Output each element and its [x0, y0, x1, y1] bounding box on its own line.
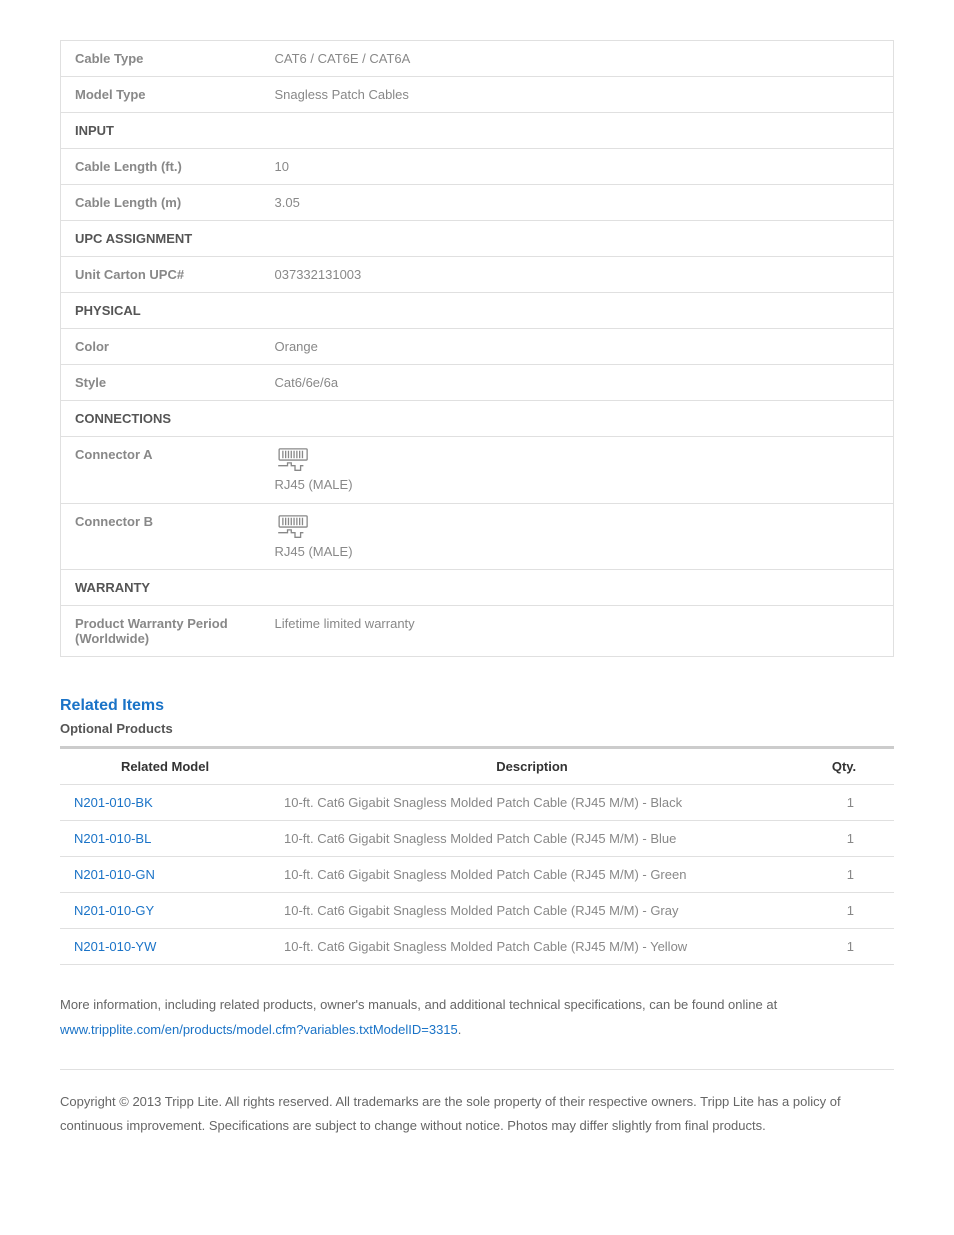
- spec-label: Model Type: [61, 77, 261, 113]
- table-row: N201-010-BK 10-ft. Cat6 Gigabit Snagless …: [60, 785, 894, 821]
- copyright-text: Copyright © 2013 Tripp Lite. All rights …: [60, 1090, 894, 1139]
- spec-label: Connector B: [61, 503, 261, 570]
- spec-value: Orange: [261, 329, 894, 365]
- spec-section-input: INPUT: [61, 113, 894, 149]
- model-cell: N201-010-YW: [60, 929, 270, 965]
- spec-row-style: Style Cat6/6e/6a: [61, 365, 894, 401]
- more-info-prefix: More information, including related prod…: [60, 997, 777, 1012]
- desc-cell: 10-ft. Cat6 Gigabit Snagless Molded Patc…: [270, 785, 794, 821]
- spec-value: RJ45 (MALE): [261, 503, 894, 570]
- related-table: Related Model Description Qty. N201-010-…: [60, 746, 894, 965]
- spec-row-cable-length-m: Cable Length (m) 3.05: [61, 185, 894, 221]
- col-header-model: Related Model: [60, 748, 270, 785]
- model-cell: N201-010-BL: [60, 821, 270, 857]
- related-items-heading: Related Items: [60, 697, 894, 715]
- spec-row-model-type: Model Type Snagless Patch Cables: [61, 77, 894, 113]
- spec-row-connector-a: Connector A RJ45 (MALE): [61, 437, 894, 504]
- desc-cell: 10-ft. Cat6 Gigabit Snagless Molded Patc…: [270, 821, 794, 857]
- spec-value: Snagless Patch Cables: [261, 77, 894, 113]
- more-info-text: More information, including related prod…: [60, 993, 894, 1042]
- qty-cell: 1: [794, 857, 894, 893]
- related-model-link[interactable]: N201-010-GY: [74, 903, 154, 918]
- spec-label: Product Warranty Period (Worldwide): [61, 606, 261, 657]
- model-cell: N201-010-GY: [60, 893, 270, 929]
- qty-cell: 1: [794, 821, 894, 857]
- table-row: N201-010-YW 10-ft. Cat6 Gigabit Snagless …: [60, 929, 894, 965]
- separator: [60, 1069, 894, 1070]
- spec-row-cable-length-ft: Cable Length (ft.) 10: [61, 149, 894, 185]
- table-row: N201-010-BL 10-ft. Cat6 Gigabit Snagless …: [60, 821, 894, 857]
- col-header-desc: Description: [270, 748, 794, 785]
- spec-label: Color: [61, 329, 261, 365]
- spec-table: Cable Type CAT6 / CAT6E / CAT6A Model Ty…: [60, 40, 894, 657]
- col-header-qty: Qty.: [794, 748, 894, 785]
- desc-cell: 10-ft. Cat6 Gigabit Snagless Molded Patc…: [270, 893, 794, 929]
- spec-row-upc: Unit Carton UPC# 037332131003: [61, 257, 894, 293]
- related-model-link[interactable]: N201-010-GN: [74, 867, 155, 882]
- spec-label: Style: [61, 365, 261, 401]
- connector-text: RJ45 (MALE): [275, 477, 353, 492]
- related-model-link[interactable]: N201-010-BL: [74, 831, 151, 846]
- spec-section-upc: UPC ASSIGNMENT: [61, 221, 894, 257]
- spec-row-connector-b: Connector B RJ45 (MALE): [61, 503, 894, 570]
- related-model-link[interactable]: N201-010-YW: [74, 939, 156, 954]
- spec-value: 037332131003: [261, 257, 894, 293]
- spec-value: Cat6/6e/6a: [261, 365, 894, 401]
- qty-cell: 1: [794, 785, 894, 821]
- spec-label: Cable Length (ft.): [61, 149, 261, 185]
- spec-row-color: Color Orange: [61, 329, 894, 365]
- spec-label: Cable Length (m): [61, 185, 261, 221]
- related-model-link[interactable]: N201-010-BK: [74, 795, 153, 810]
- optional-products-label: Optional Products: [60, 721, 894, 736]
- rj45-icon: [275, 447, 315, 475]
- spec-value: Lifetime limited warranty: [261, 606, 894, 657]
- qty-cell: 1: [794, 893, 894, 929]
- spec-row-cable-type: Cable Type CAT6 / CAT6E / CAT6A: [61, 41, 894, 77]
- spec-section-warranty: WARRANTY: [61, 570, 894, 606]
- qty-cell: 1: [794, 929, 894, 965]
- desc-cell: 10-ft. Cat6 Gigabit Snagless Molded Patc…: [270, 857, 794, 893]
- rj45-icon: [275, 514, 315, 542]
- spec-label: Connector A: [61, 437, 261, 504]
- spec-section-connections: CONNECTIONS: [61, 401, 894, 437]
- more-info-link[interactable]: www.tripplite.com/en/products/model.cfm?…: [60, 1022, 458, 1037]
- spec-value: RJ45 (MALE): [261, 437, 894, 504]
- spec-value: CAT6 / CAT6E / CAT6A: [261, 41, 894, 77]
- desc-cell: 10-ft. Cat6 Gigabit Snagless Molded Patc…: [270, 929, 794, 965]
- spec-value: 3.05: [261, 185, 894, 221]
- connector-text: RJ45 (MALE): [275, 544, 353, 559]
- table-row: N201-010-GN 10-ft. Cat6 Gigabit Snagless …: [60, 857, 894, 893]
- spec-label: Unit Carton UPC#: [61, 257, 261, 293]
- model-cell: N201-010-GN: [60, 857, 270, 893]
- model-cell: N201-010-BK: [60, 785, 270, 821]
- spec-section-physical: PHYSICAL: [61, 293, 894, 329]
- table-row: N201-010-GY 10-ft. Cat6 Gigabit Snagless …: [60, 893, 894, 929]
- spec-row-warranty: Product Warranty Period (Worldwide) Life…: [61, 606, 894, 657]
- spec-value: 10: [261, 149, 894, 185]
- spec-label: Cable Type: [61, 41, 261, 77]
